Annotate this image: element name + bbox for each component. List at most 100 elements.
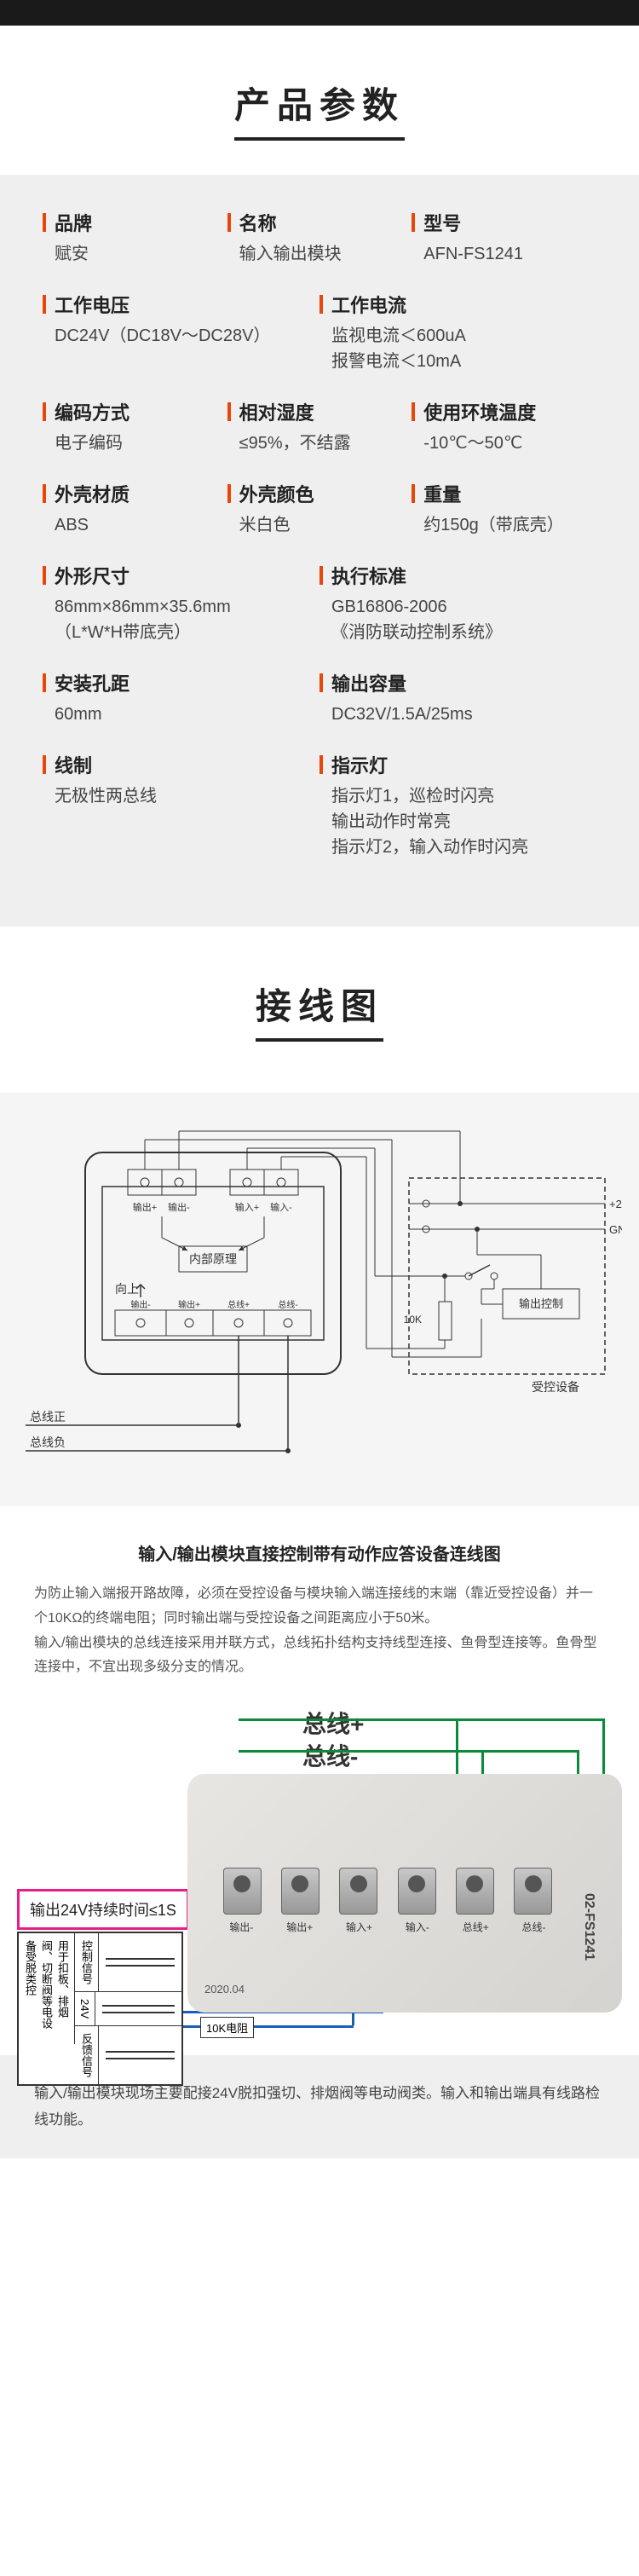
wiring-description: 为防止输入端报开路故障，必须在受控设备与模块输入端连接线的末端（靠近受控设备）并… (0, 1582, 639, 1706)
spec-value: 约150g（带底壳） (412, 512, 579, 538)
terminal-labels-row: 输出- 输出+ 输入+ 输入- 总线+ 总线- (204, 1920, 605, 1934)
svg-text:向上: 向上 (115, 1282, 139, 1296)
spec-value: 无极性两总线 (43, 783, 302, 809)
bus-plus-label: 总线+ (302, 1706, 364, 1740)
spec-label: 安装孔距 (43, 669, 302, 696)
svg-text:输出-: 输出- (130, 1299, 150, 1310)
spec-item: 外壳材质ABS (43, 480, 227, 538)
wiring-diagram-1: 输出+ 输出- 输入+ 输入- 内部原理 向上 输出- 输出+ 总 (0, 1093, 639, 1506)
spec-label: 编码方式 (43, 398, 210, 425)
spec-value: 60mm (43, 702, 302, 727)
spec-value: DC24V（DC18V～DC28V） (43, 323, 302, 349)
terminal-strip (204, 1868, 605, 1915)
spec-label: 工作电流 (320, 291, 579, 318)
spec-item: 执行标准 GB16806-2006《消防联动控制系统》 (320, 562, 596, 645)
spec-value: 监视电流＜600uA报警电流＜10mA (320, 323, 579, 374)
spec-label: 重量 (412, 480, 579, 507)
control-table: 用于扣板、排烟阀、切断阀等电设备受脱类控 控制信号 24V (17, 1932, 183, 2086)
svg-text:总线+: 总线+ (227, 1299, 250, 1310)
spec-item: 指示灯指示灯1，巡检时闪亮输出动作时常亮指示灯2，输入动作时闪亮 (320, 751, 596, 860)
terminal-6 (514, 1868, 552, 1915)
spec-value: 电子编码 (43, 430, 210, 456)
bus-green-h2 (239, 1750, 579, 1753)
spec-label: 相对湿度 (227, 398, 395, 425)
pink-duration-box: 输出24V持续时间≤1S (17, 1889, 189, 1930)
svg-text:总线正: 总线正 (30, 1410, 66, 1424)
spec-label: 外壳材质 (43, 480, 210, 507)
control-signal-label: 控制信号 (75, 1933, 99, 1991)
svg-text:受控设备: 受控设备 (532, 1380, 579, 1394)
spec-label: 外形尺寸 (43, 562, 302, 589)
spec-item: 使用环境温度-10℃～50℃ (412, 398, 596, 456)
v24-label: 24V (75, 1992, 95, 2025)
specs-grid: 品牌赋安名称输入输出模块型号 AFN-FS1241 工作电压 DC24V（DC18V～… (43, 209, 596, 884)
wiring-subtitle: 输入/输出模块直接控制带有动作应答设备连线图 (0, 1523, 639, 1582)
resistor-10k-label: 10K电阻 (200, 2017, 254, 2038)
terminal-1 (223, 1868, 262, 1915)
top-black-bar (0, 0, 639, 26)
spec-label: 执行标准 (320, 562, 579, 589)
spec-value: AFN-FS1241 (412, 241, 579, 267)
specs-title-text: 产品参数 (234, 77, 405, 141)
terminal-label: 输出- (229, 1920, 253, 1934)
svg-text:输出-: 输出- (168, 1201, 190, 1213)
spec-item: 外形尺寸 86mm×86mm×35.6mm（L*W*H带底壳） (43, 562, 320, 645)
spec-label: 指示灯 (320, 751, 579, 778)
spec-item: 工作电压 DC24V（DC18V～DC28V） (43, 291, 320, 374)
module-photo-box: 02-FS1241 2020.04 输出- 输出+ 输入+ 输入- 总线+ 总线- (187, 1774, 622, 2013)
bus-minus-label: 总线- (302, 1738, 358, 1772)
spec-item: 工作电流监视电流＜600uA报警电流＜10mA (320, 291, 596, 374)
spec-value: DC32V/1.5A/25ms (320, 702, 579, 727)
spec-item: 外壳颜色米白色 (227, 480, 412, 538)
svg-text:输出+: 输出+ (178, 1299, 200, 1310)
spec-label: 名称 (227, 209, 395, 236)
spec-value: 米白色 (227, 512, 395, 538)
specs-section-title: 产品参数 (0, 26, 639, 175)
terminal-label: 输入- (406, 1920, 429, 1934)
spec-label: 线制 (43, 751, 302, 778)
spec-label: 品牌 (43, 209, 210, 236)
spec-label: 型号 (412, 209, 579, 236)
spec-value: 86mm×86mm×35.6mm（L*W*H带底壳） (43, 594, 302, 645)
svg-text:10K: 10K (404, 1314, 422, 1326)
spec-value: -10℃～50℃ (412, 430, 579, 456)
schematic-svg: 输出+ 输出- 输入+ 输入- 内部原理 向上 输出- 输出+ 总 (17, 1118, 622, 1476)
terminal-label: 总线- (522, 1920, 546, 1934)
spec-label: 输出容量 (320, 669, 579, 696)
terminal-5 (456, 1868, 494, 1915)
svg-text:输入-: 输入- (270, 1201, 292, 1213)
wiring-section-title: 接线图 (0, 927, 639, 1076)
terminal-3 (339, 1868, 377, 1915)
footer-text: 输入/输出模块现场主要配接24V脱扣强切、排烟阀等电动阀类。输入和输出端具有线路… (34, 2081, 605, 2133)
spec-value: 输入输出模块 (227, 241, 395, 267)
model-number: 02-FS1241 (581, 1893, 596, 1961)
terminal-label: 总线+ (463, 1920, 489, 1934)
spec-value: 赋安 (43, 241, 210, 267)
spec-label: 外壳颜色 (227, 480, 395, 507)
spec-item: 名称输入输出模块 (227, 209, 412, 267)
svg-text:GND: GND (609, 1223, 622, 1236)
svg-text:输出+: 输出+ (133, 1201, 157, 1213)
terminal-label: 输出+ (286, 1920, 313, 1934)
spec-item: 安装孔距 60mm (43, 669, 320, 727)
date-label: 2020.04 (204, 1983, 245, 1996)
spec-item: 线制无极性两总线 (43, 751, 320, 860)
terminal-2 (281, 1868, 320, 1915)
svg-text:+24V: +24V (609, 1198, 622, 1210)
spec-item: 输出容量 DC32V/1.5A/25ms (320, 669, 596, 727)
spec-value: 指示灯1，巡检时闪亮输出动作时常亮指示灯2，输入动作时闪亮 (320, 783, 579, 860)
spec-label: 工作电压 (43, 291, 302, 318)
svg-text:总线-: 总线- (278, 1299, 297, 1310)
spec-item: 品牌赋安 (43, 209, 227, 267)
wiring-title-text: 接线图 (256, 978, 383, 1042)
terminal-label: 输入+ (346, 1920, 372, 1934)
spec-item: 重量约150g（带底壳） (412, 480, 596, 538)
spec-item: 型号 AFN-FS1241 (412, 209, 596, 267)
terminal-4 (398, 1868, 436, 1915)
spec-value: GB16806-2006《消防联动控制系统》 (320, 594, 579, 645)
bus-green-h1 (239, 1718, 605, 1721)
svg-text:总线负: 总线负 (30, 1435, 66, 1449)
wiring-section: 接线图 输出+ 输出- 输入+ 输入- 内部原理 (0, 927, 639, 2158)
svg-text:输出控制: 输出控制 (519, 1297, 563, 1310)
spec-item: 编码方式电子编码 (43, 398, 227, 456)
